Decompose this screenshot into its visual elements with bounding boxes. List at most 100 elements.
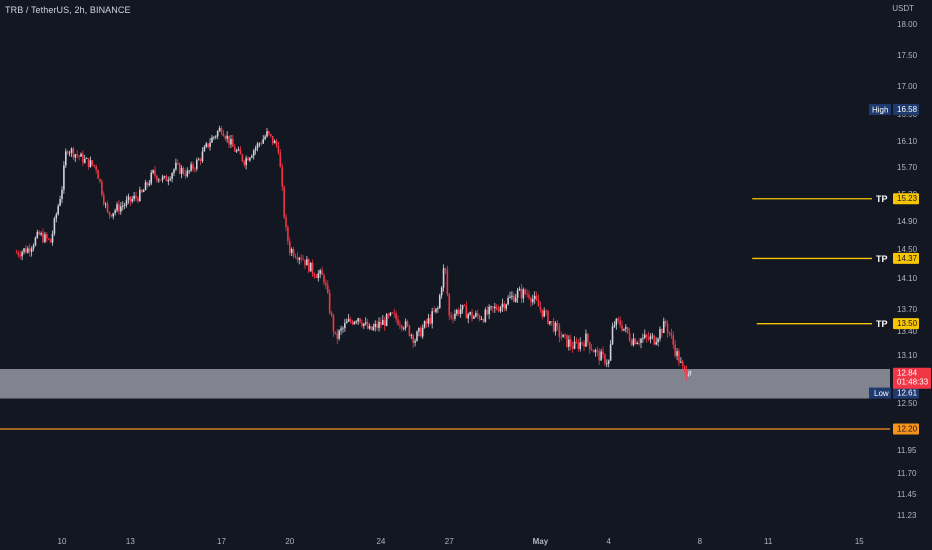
support-price-badge: 12.20 [893, 423, 919, 435]
candle [338, 329, 340, 341]
candle [355, 320, 358, 325]
candle [19, 250, 22, 260]
candle [562, 334, 564, 338]
support-zone-layer [0, 369, 890, 399]
candle [581, 341, 583, 346]
candle [359, 317, 361, 324]
currency-label[interactable]: USDT [892, 4, 914, 13]
candle [448, 293, 451, 320]
candle [626, 326, 629, 335]
candle [651, 332, 654, 340]
candle [321, 266, 323, 275]
support-zone[interactable] [0, 369, 890, 399]
candle [408, 324, 411, 337]
candle [366, 318, 369, 330]
candle [104, 202, 107, 209]
price-tick-label: 11.70 [897, 469, 917, 478]
candle [201, 147, 204, 164]
candle [412, 333, 414, 348]
candle [34, 236, 37, 247]
candle [184, 169, 187, 180]
candle [368, 323, 371, 330]
candle [123, 202, 126, 210]
candle [457, 307, 460, 317]
candle [38, 230, 41, 236]
time-tick-label: 17 [217, 537, 226, 546]
candle [114, 208, 116, 216]
candle [476, 309, 479, 319]
candle [568, 335, 570, 351]
candle [203, 144, 206, 152]
price-tick-label: 13.70 [897, 305, 918, 314]
candle [556, 320, 559, 331]
candle [486, 305, 489, 316]
time-tick-label: 8 [698, 537, 703, 546]
candle [503, 301, 506, 312]
candle [91, 160, 94, 167]
candle [28, 243, 31, 257]
candle [473, 315, 475, 320]
candle [140, 189, 143, 194]
price-tick-label: 14.90 [897, 217, 918, 226]
candle [437, 306, 439, 313]
candle [256, 141, 259, 152]
take-profit-level[interactable]: TP [756, 319, 888, 329]
candle [287, 225, 289, 246]
candle [68, 150, 71, 157]
take-profit-level[interactable]: TP [752, 254, 888, 264]
time-tick-label: 24 [376, 537, 385, 546]
candle [383, 316, 386, 331]
tp-price-badge: 13.50 [893, 318, 919, 330]
candle [349, 316, 352, 324]
candle [277, 141, 280, 155]
candle [150, 169, 153, 186]
candle [645, 333, 648, 343]
svg-text:12.84: 12.84 [897, 369, 918, 378]
candle [142, 188, 145, 193]
candle [374, 320, 377, 332]
candle [243, 159, 246, 168]
candle [550, 320, 553, 326]
time-tick-label: 11 [764, 537, 773, 546]
candle [180, 165, 183, 179]
candle [391, 311, 394, 314]
candle [283, 185, 285, 220]
candle [205, 141, 208, 149]
symbol-title[interactable]: TRB / TetherUS, 2h, BINANCE [5, 5, 131, 15]
candle [190, 161, 192, 173]
candle [615, 317, 618, 330]
candle [668, 331, 671, 337]
candle [372, 323, 375, 331]
candle [672, 331, 675, 350]
candle [317, 270, 320, 282]
candle [621, 320, 623, 332]
candle [613, 320, 616, 328]
candle [431, 307, 433, 329]
candle [590, 344, 593, 352]
candle [547, 309, 549, 325]
candle [66, 149, 69, 155]
price-tick-label: 12.50 [897, 399, 918, 408]
tp-label: TP [876, 194, 888, 204]
candle [53, 216, 56, 236]
time-axis[interactable]: 10 13 17 20 24 27 May 4 8 11 15 [58, 537, 865, 546]
candle [378, 317, 380, 332]
candle [97, 169, 99, 179]
candle [262, 135, 265, 145]
candle [416, 330, 418, 342]
candle [315, 273, 318, 279]
candle [247, 156, 249, 161]
candle [666, 320, 669, 338]
candle [270, 133, 272, 138]
candle [484, 307, 487, 323]
candles-layer [15, 125, 692, 381]
take-profit-level[interactable]: TP [752, 194, 888, 204]
candle [74, 153, 77, 163]
candle [636, 341, 638, 345]
candle [175, 158, 177, 172]
candle [471, 308, 473, 322]
candle [676, 348, 678, 361]
candle [393, 308, 396, 318]
candle [689, 370, 692, 376]
